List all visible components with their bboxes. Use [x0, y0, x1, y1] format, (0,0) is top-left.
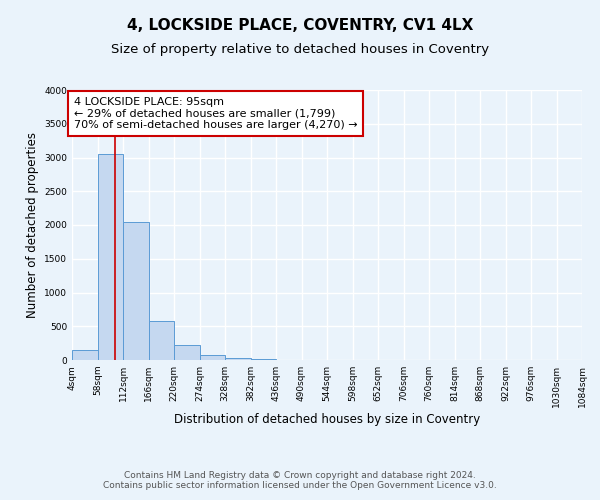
X-axis label: Distribution of detached houses by size in Coventry: Distribution of detached houses by size … [174, 412, 480, 426]
Text: Size of property relative to detached houses in Coventry: Size of property relative to detached ho… [111, 42, 489, 56]
Bar [97, 154, 123, 360]
Bar [225, 358, 251, 360]
Bar [200, 355, 225, 360]
Text: Contains HM Land Registry data © Crown copyright and database right 2024.
Contai: Contains HM Land Registry data © Crown c… [103, 470, 497, 490]
Bar [149, 321, 174, 360]
Bar [174, 345, 199, 360]
Bar [123, 222, 149, 360]
Bar [72, 350, 97, 360]
Text: 4, LOCKSIDE PLACE, COVENTRY, CV1 4LX: 4, LOCKSIDE PLACE, COVENTRY, CV1 4LX [127, 18, 473, 32]
Y-axis label: Number of detached properties: Number of detached properties [26, 132, 38, 318]
Text: 4 LOCKSIDE PLACE: 95sqm
← 29% of detached houses are smaller (1,799)
70% of semi: 4 LOCKSIDE PLACE: 95sqm ← 29% of detache… [74, 97, 358, 130]
